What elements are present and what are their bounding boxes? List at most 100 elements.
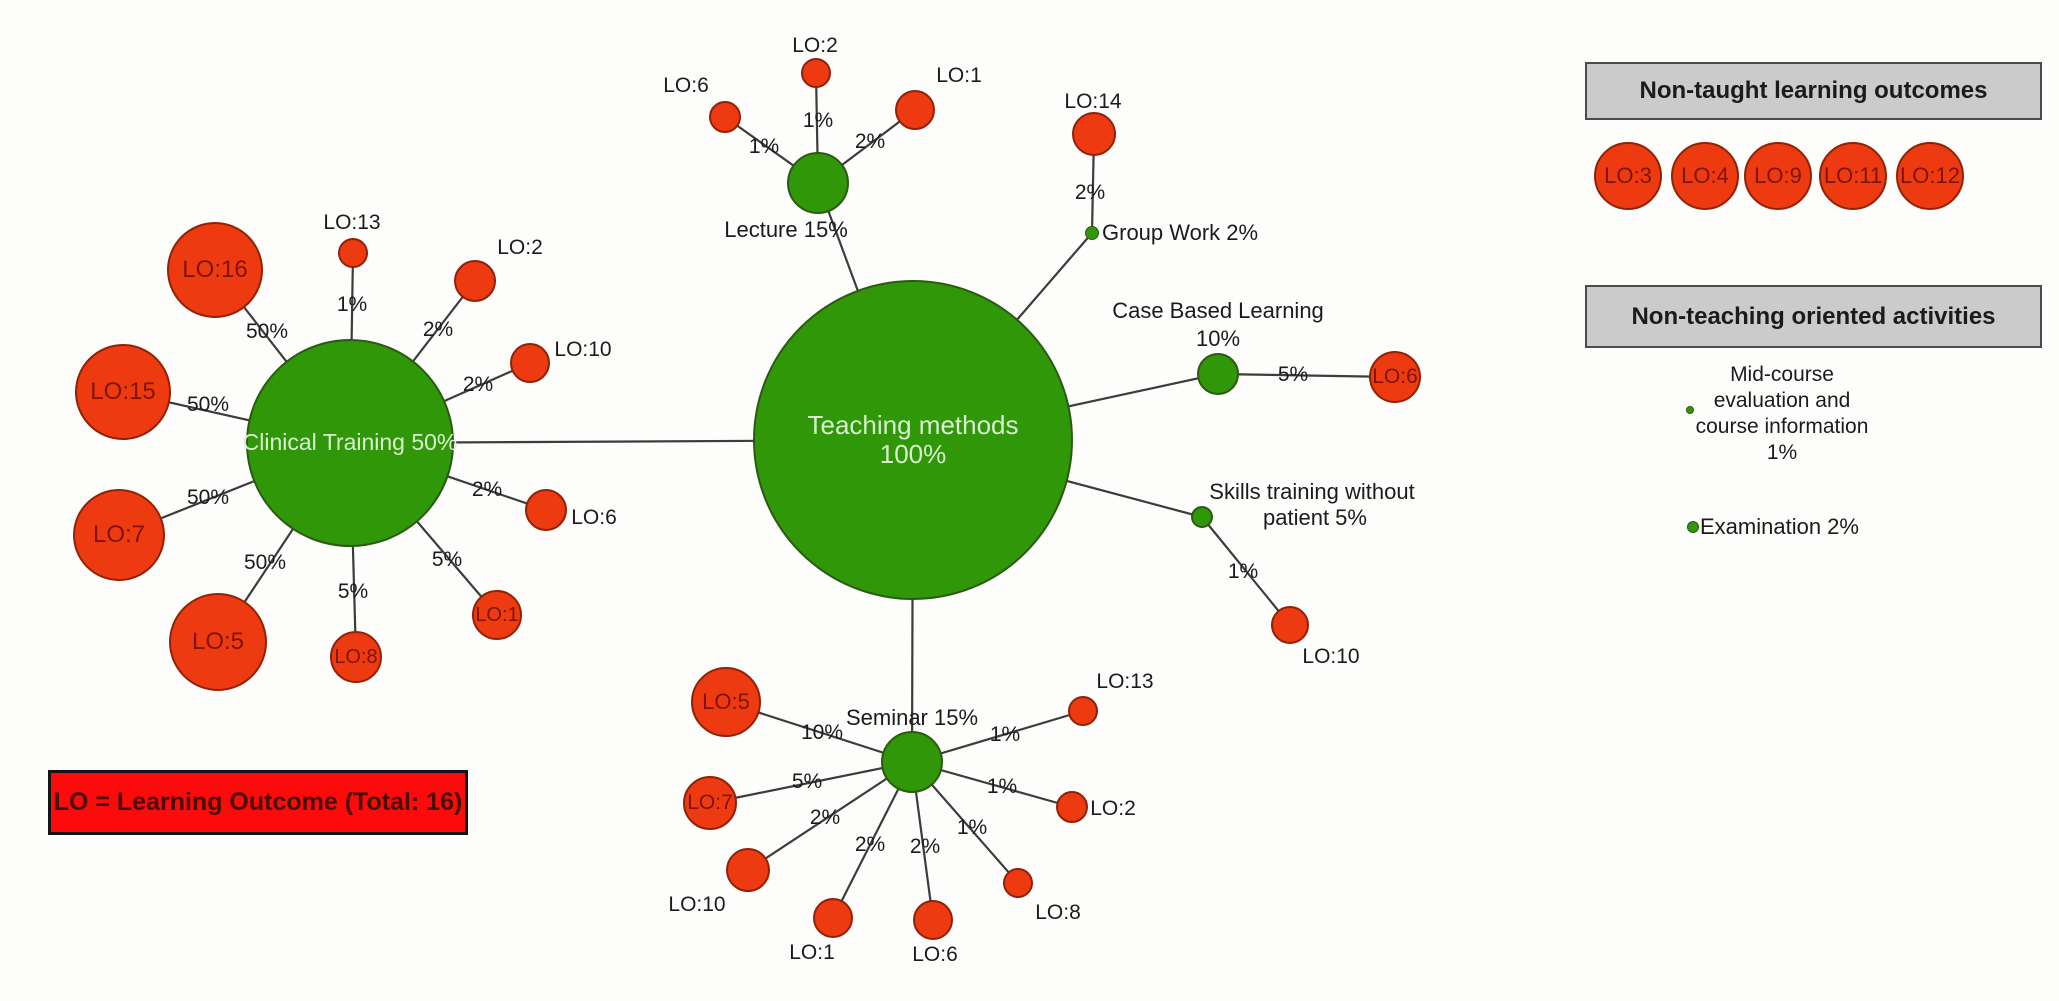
clinical-lo15-circle-text: LO:15 (90, 377, 156, 405)
edge-line (747, 761, 913, 871)
legend-lo4-circle-text: LO:4 (1681, 162, 1729, 188)
edge-label-seminar-lo8: 1% (956, 816, 988, 839)
skills-lo10-label: LO:10 (1302, 645, 1360, 668)
legend-lo12-circle: LO:12 (1896, 142, 1964, 210)
edge-label-seminar-lo1: 2% (854, 833, 886, 856)
legend-lo9-circle-text: LO:9 (1754, 162, 1802, 188)
seminar-circle (881, 731, 943, 793)
clinical-lo7-circle: LO:7 (73, 489, 165, 581)
group-work-lo14-label: LO:14 (1064, 90, 1122, 113)
mid-course-line: 1% (1766, 441, 1798, 464)
lecture-label: Lecture 15% (724, 217, 848, 242)
lo-note-text: LO = Learning Outcome (Total: 16) (53, 788, 463, 816)
edge-label-clinical-lo10: 2% (462, 373, 494, 396)
skills-lo10-circle (1271, 606, 1309, 644)
edge-label-clinical-lo5: 50% (243, 551, 287, 574)
lecture-lo1-label: LO:1 (936, 64, 982, 87)
group-work-label: Group Work 2% (1102, 220, 1259, 245)
clinical-lo6-label: LO:6 (571, 506, 617, 529)
examination-dot (1687, 521, 1699, 533)
edge-label-group-work-lo14: 2% (1074, 181, 1106, 204)
edge-label-clinical-lo8: 5% (337, 580, 369, 603)
legend-lo11-circle: LO:11 (1819, 142, 1887, 210)
skills-training-dot (1191, 506, 1213, 528)
edge-label-clinical-lo15: 50% (186, 393, 230, 416)
edge-line (1217, 372, 1396, 379)
non-taught-legend-box: Non-taught learning outcomes (1585, 62, 2042, 120)
edge-label-seminar-lo13: 1% (989, 723, 1021, 746)
non-teaching-legend-title: Non-teaching oriented activities (1631, 302, 1996, 330)
edge-label-seminar-lo2: 1% (986, 775, 1018, 798)
edge-label-seminar-lo7: 5% (791, 770, 823, 793)
clinical-lo1-circle-text: LO:1 (475, 603, 519, 626)
teaching-methods-circle-text: Teaching methods (807, 409, 1019, 440)
clinical-lo15-circle: LO:15 (75, 344, 171, 440)
edge-label-skills-lo10: 1% (1227, 560, 1259, 583)
seminar-lo1-circle (813, 898, 853, 938)
mid-course-line: Mid-course (1730, 363, 1834, 386)
edge-label-seminar-lo10: 2% (809, 806, 841, 829)
legend-lo3-circle: LO:3 (1594, 142, 1662, 210)
cbl-label-line1: Case Based Learning (1112, 298, 1324, 323)
case-based-learning-circle (1197, 353, 1239, 395)
edge-label-clinical-lo2: 2% (422, 318, 454, 341)
edge-label-clinical-lo6: 2% (471, 478, 503, 501)
seminar-lo10-circle (726, 848, 770, 892)
clinical-lo1-circle: LO:1 (472, 590, 522, 640)
cbl-lo6-circle: LO:6 (1369, 351, 1421, 403)
edge-label-cbl-lo6: 5% (1277, 363, 1309, 386)
seminar-lo1-label: LO:1 (789, 941, 835, 964)
legend-lo3-circle-text: LO:3 (1604, 162, 1652, 188)
seminar-lo6-label: LO:6 (912, 943, 958, 966)
seminar-lo2-label: LO:2 (1090, 797, 1136, 820)
legend-lo9-circle: LO:9 (1744, 142, 1812, 210)
legend-lo11-circle-text: LO:11 (1823, 162, 1883, 188)
seminar-lo13-label: LO:13 (1096, 670, 1154, 693)
cbl-lo6-circle-text: LO:6 (1372, 365, 1418, 389)
mid-course-activity-text: Mid-course evaluation and course informa… (1667, 362, 1897, 466)
clinical-lo13-circle (338, 238, 368, 268)
lecture-lo6-circle (709, 101, 741, 133)
clinical-lo7-circle-text: LO:7 (92, 520, 146, 548)
edge-label-clinical-lo7: 50% (186, 486, 230, 509)
skills-label-line1: Skills training without (1209, 479, 1415, 504)
edge-label-seminar-lo6: 2% (909, 835, 941, 858)
seminar-lo10-label: LO:10 (668, 893, 726, 916)
seminar-lo13-circle (1068, 696, 1098, 726)
edge-label-lecture-lo2: 1% (802, 109, 834, 132)
legend-lo4-circle: LO:4 (1671, 142, 1739, 210)
cbl-label-line2: 10% (1195, 326, 1241, 351)
edge-line (1201, 516, 1291, 626)
edge-label-clinical-lo1: 5% (431, 548, 463, 571)
clinical-training-circle-text: Clinical Training 50% (242, 429, 458, 456)
seminar-lo2-circle (1056, 791, 1088, 823)
edge-line (709, 760, 913, 805)
mid-course-line: course information (1695, 415, 1869, 438)
edge-label-lecture-lo1: 2% (854, 130, 886, 153)
lecture-lo6-label: LO:6 (663, 74, 709, 97)
legend-lo12-circle-text: LO:12 (1900, 162, 1960, 188)
teaching-methods-circle-text: 100% (879, 439, 947, 469)
lo-note-box: LO = Learning Outcome (Total: 16) (48, 770, 468, 835)
mid-course-dot (1686, 406, 1694, 414)
examination-text: Examination 2% (1700, 514, 1859, 539)
edge-label-lecture-lo6: 1% (748, 135, 780, 158)
mid-course-line: evaluation and (1713, 389, 1851, 412)
clinical-lo5-circle: LO:5 (169, 593, 267, 691)
clinical-lo16-circle: LO:16 (167, 222, 263, 318)
edge-label-seminar-lo5: 10% (800, 721, 844, 744)
teaching-methods-circle: Teaching methods 100% (753, 280, 1073, 600)
clinical-lo5-circle-text: LO:5 (191, 627, 245, 655)
lecture-circle (787, 152, 849, 214)
clinical-lo10-circle (510, 343, 550, 383)
clinical-lo2-label: LO:2 (497, 236, 543, 259)
seminar-lo8-label: LO:8 (1035, 901, 1081, 924)
seminar-lo6-circle (913, 900, 953, 940)
edge-label-clinical-lo16: 50% (245, 320, 289, 343)
clinical-training-circle: Clinical Training 50% (243, 339, 457, 547)
skills-label-line2: patient 5% (1263, 505, 1367, 530)
clinical-lo8-circle-text: LO:8 (334, 645, 378, 668)
clinical-lo2-circle (454, 260, 496, 302)
seminar-lo7-circle-text: LO:7 (687, 791, 733, 815)
